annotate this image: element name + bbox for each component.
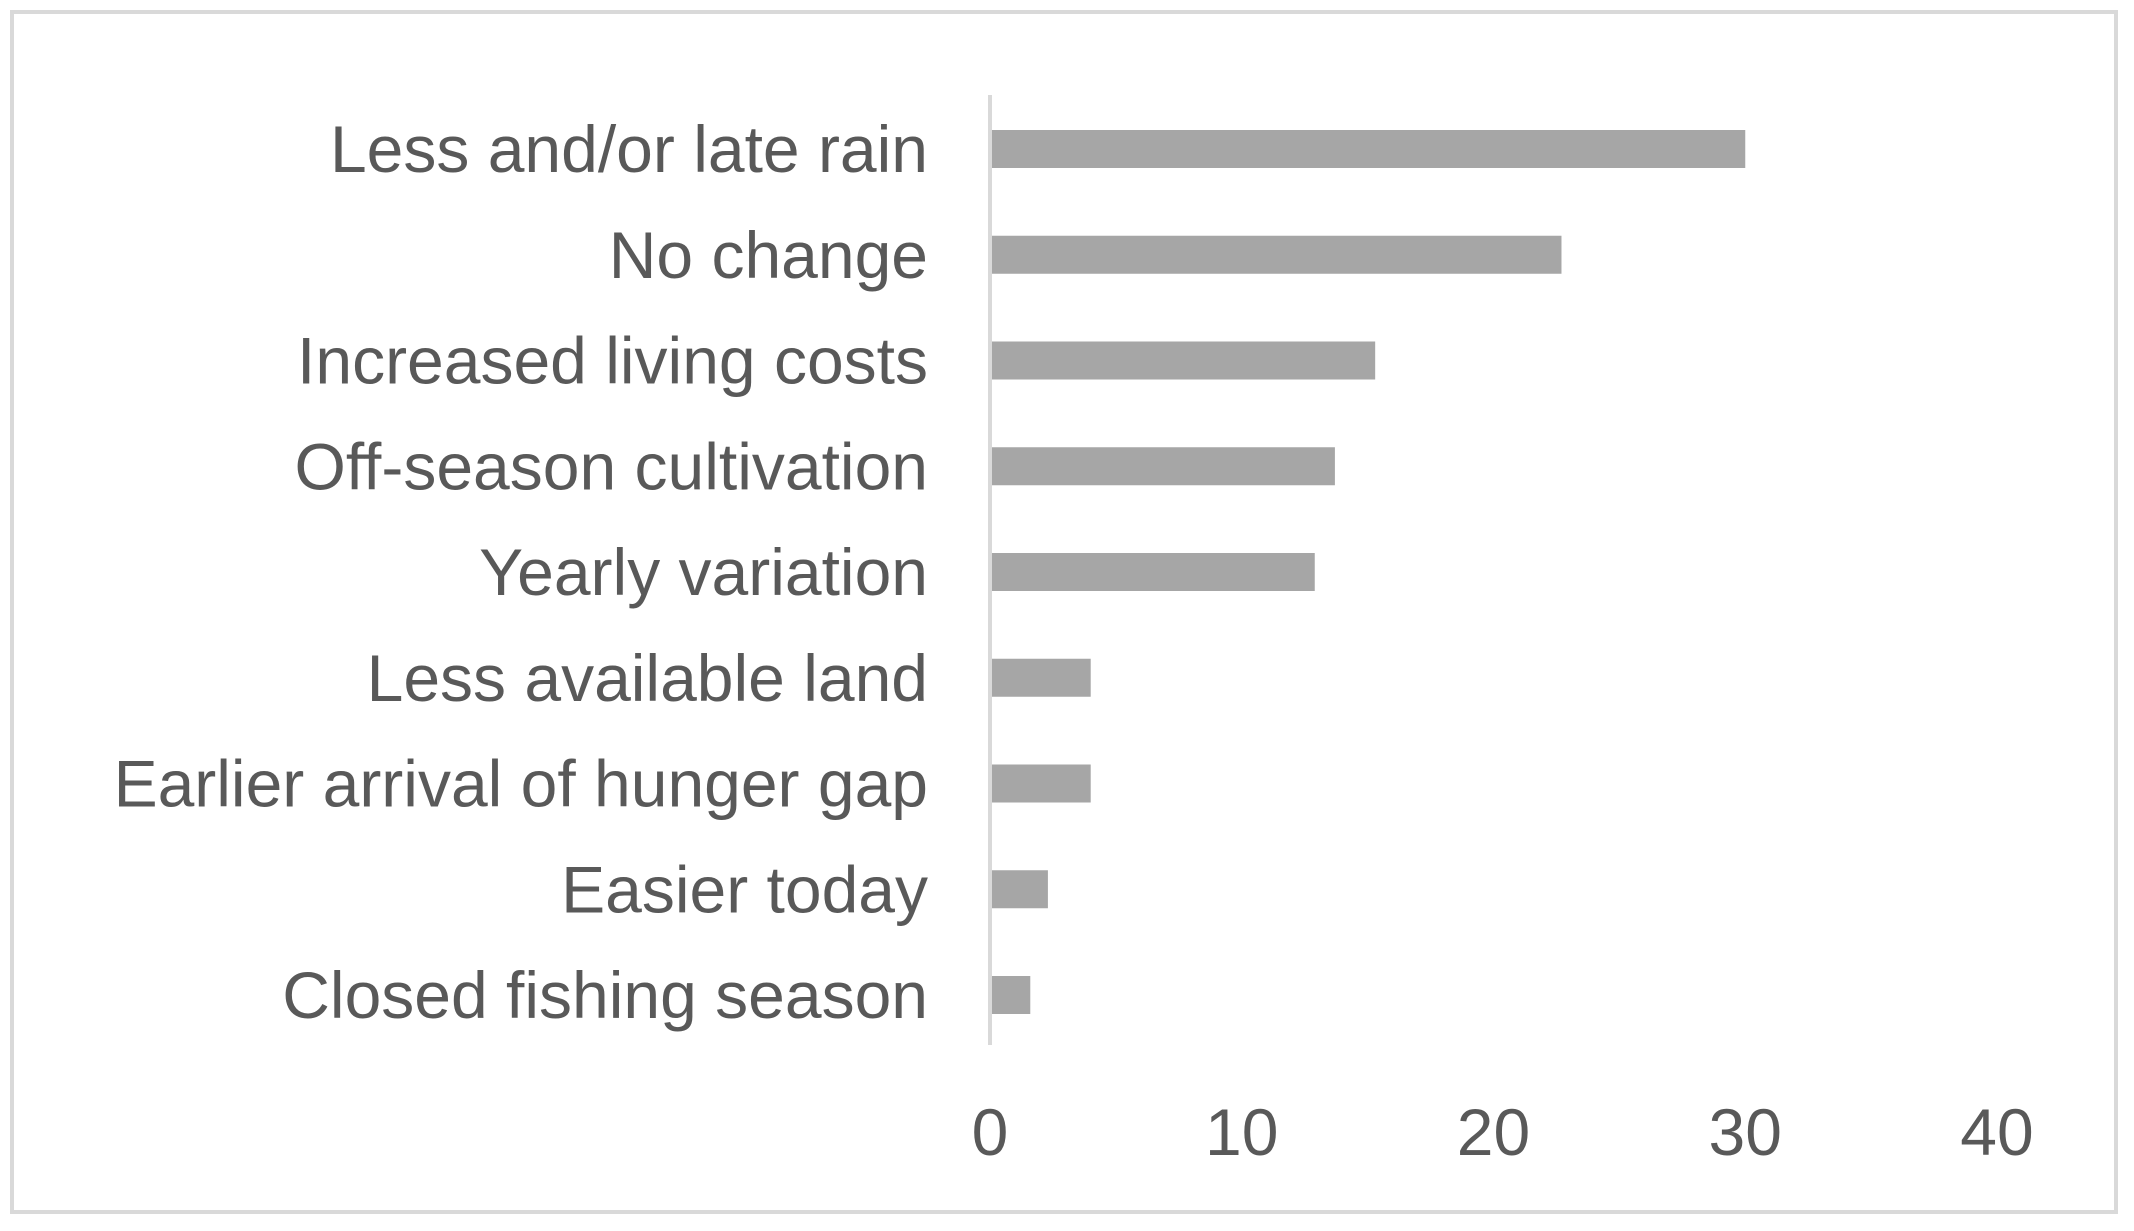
x-tick-label: 10 — [1205, 1095, 1278, 1169]
category-labels: Less and/or late rain No change Increased … — [114, 112, 928, 1032]
category-label: Easier today — [561, 852, 928, 926]
bar — [992, 658, 1091, 697]
category-label: No change — [609, 218, 928, 292]
x-tick-labels: 0 10 20 30 40 — [972, 1095, 2034, 1169]
category-label: Less and/or late rain — [330, 112, 928, 186]
chart-frame — [10, 10, 2118, 1214]
bar — [992, 341, 1376, 380]
bar — [992, 553, 1315, 591]
bar — [992, 976, 1031, 1014]
category-label: Increased living costs — [297, 324, 928, 398]
bar — [992, 764, 1091, 803]
category-label: Closed fishing season — [282, 958, 928, 1032]
bar — [992, 235, 1562, 274]
bar — [992, 870, 1048, 909]
category-label: Off-season cultivation — [295, 429, 928, 503]
x-tick-label: 30 — [1709, 1095, 1782, 1169]
category-label: Less available land — [367, 641, 928, 715]
x-tick-label: 40 — [1960, 1095, 2033, 1169]
x-tick-label: 0 — [972, 1095, 1009, 1169]
x-tick-label: 20 — [1457, 1095, 1530, 1169]
bar — [992, 447, 1335, 486]
bars-group — [992, 130, 1746, 1014]
category-label: Yearly variation — [479, 535, 928, 609]
bar — [992, 130, 1746, 168]
category-label: Earlier arrival of hunger gap — [114, 747, 928, 821]
